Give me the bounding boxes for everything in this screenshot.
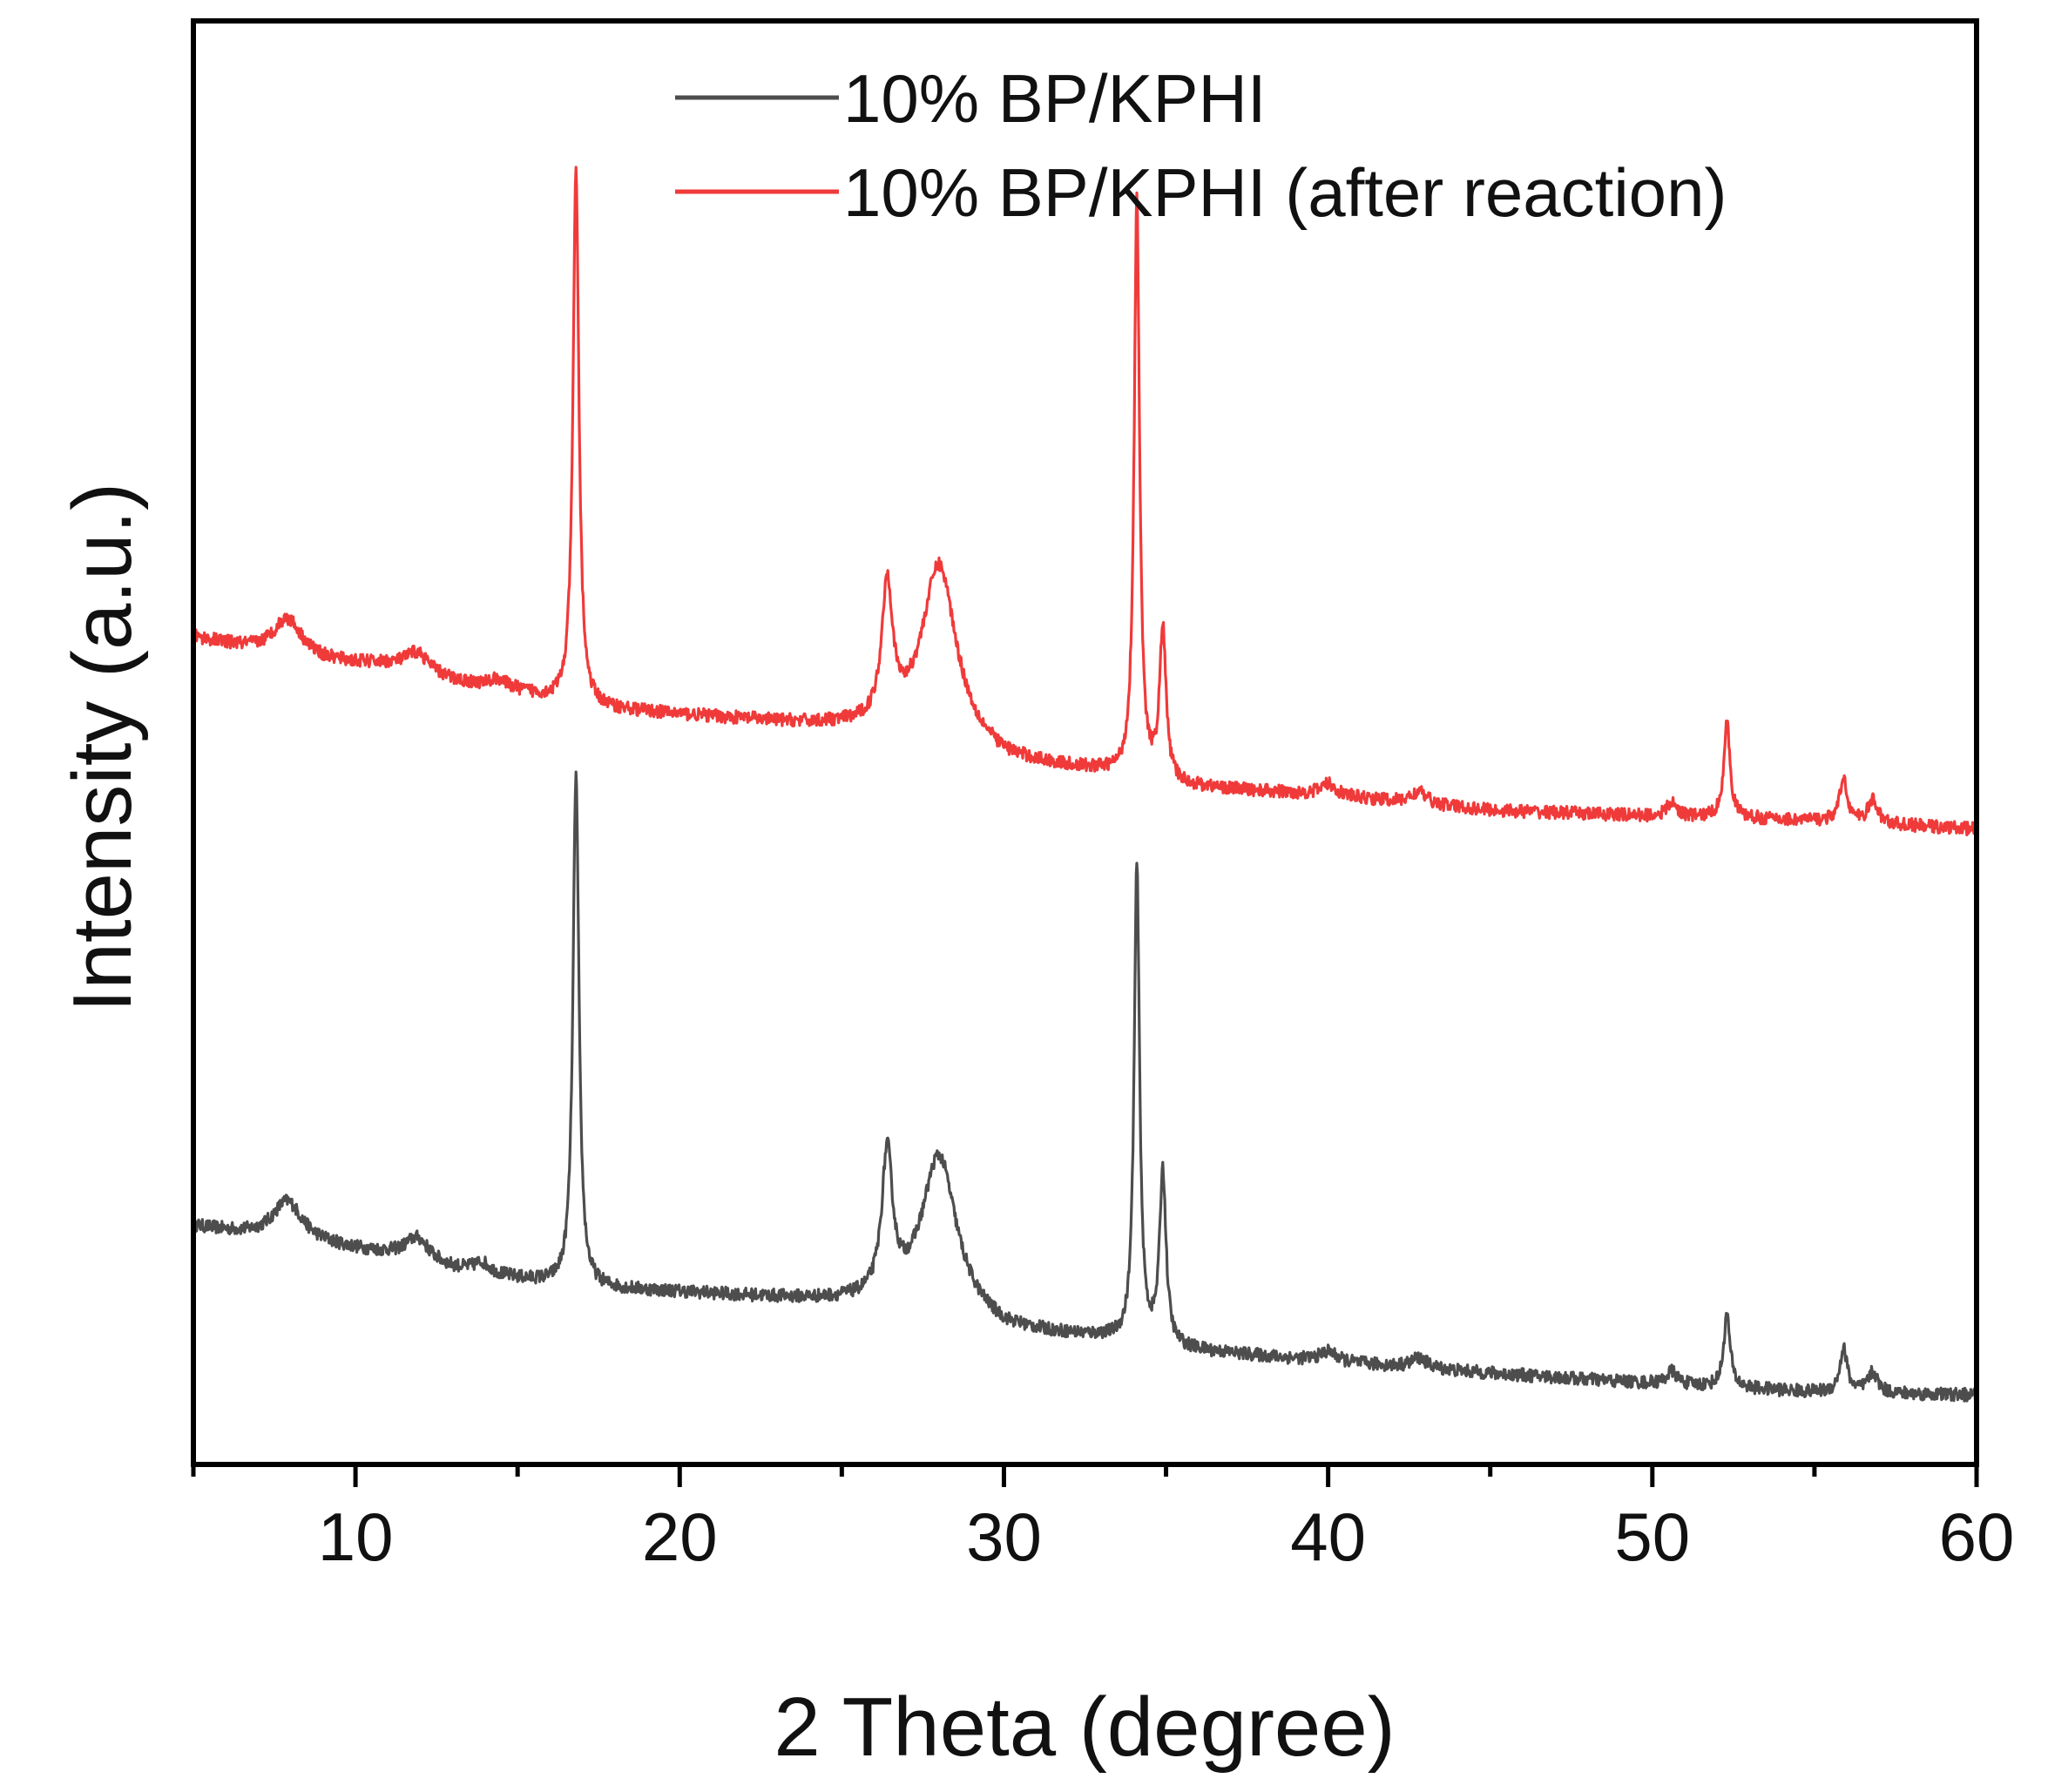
x-axis-title: 2 Theta (degree) <box>774 1680 1395 1774</box>
legend: 10% BP/KPHI 10% BP/KPHI (after reaction) <box>675 60 1727 231</box>
series-line-2 <box>192 166 1978 837</box>
x-tick-label: 20 <box>642 1498 718 1575</box>
x-tick-label: 40 <box>1290 1498 1366 1575</box>
x-tick-label: 60 <box>1939 1498 2015 1575</box>
x-axis-ticks: 10 20 30 40 50 60 <box>191 1464 2015 1575</box>
series-layer <box>192 166 1978 1403</box>
y-axis-title: Intensity (a.u.) <box>56 483 149 1012</box>
x-tick-label: 50 <box>1614 1498 1690 1575</box>
x-tick-label: 10 <box>318 1498 394 1575</box>
legend-label-1: 10% BP/KPHI <box>843 60 1267 137</box>
x-tick-label: 30 <box>966 1498 1042 1575</box>
plot-frame <box>191 18 1979 1467</box>
legend-label-2: 10% BP/KPHI (after reaction) <box>843 154 1727 231</box>
series-line-1 <box>192 770 1978 1403</box>
